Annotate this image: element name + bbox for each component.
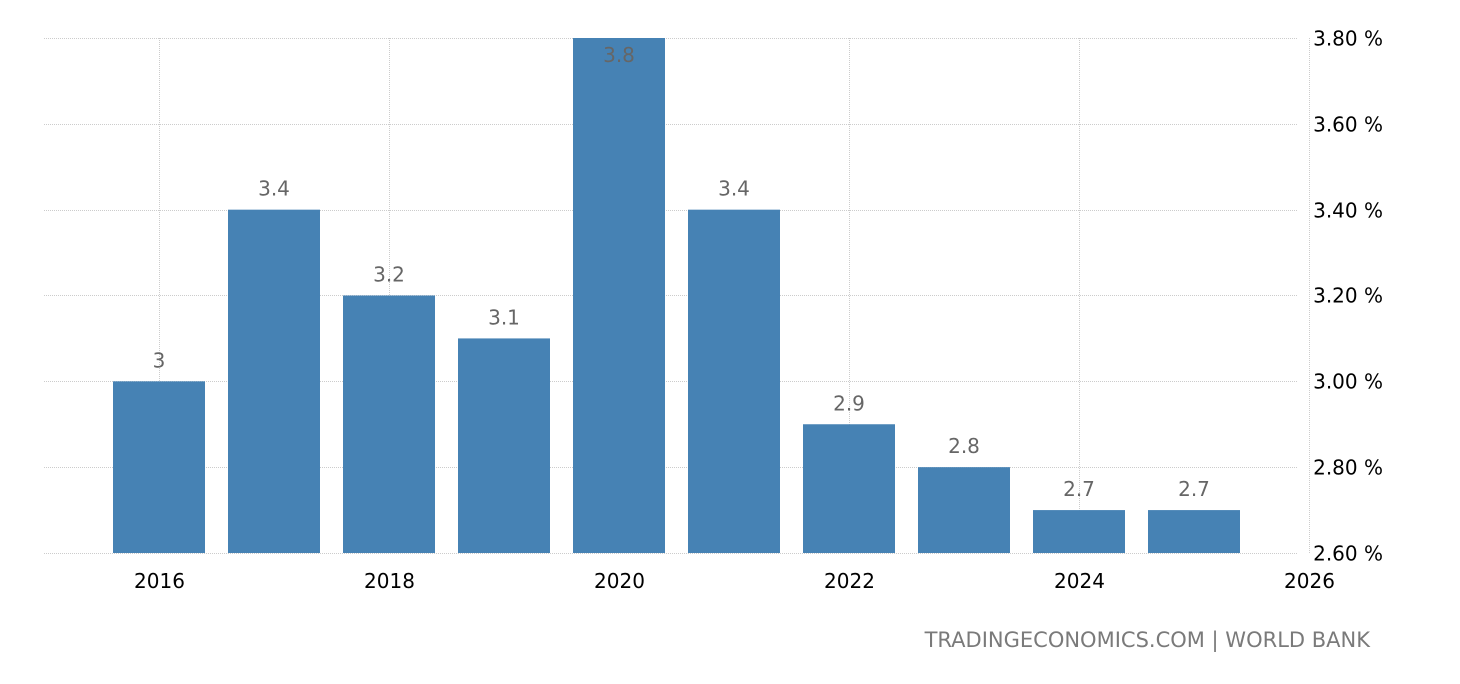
- x-tick-label: 2022: [824, 569, 875, 593]
- data-label-2021: 3.4: [718, 177, 750, 201]
- bar-2016[interactable]: [113, 381, 205, 553]
- x-axis: 2016 2018 2020 2022 2024 2026: [134, 569, 1335, 593]
- bar-2022[interactable]: [803, 424, 895, 553]
- data-label-2020: 3.8: [603, 43, 635, 67]
- x-tick-label: 2024: [1054, 569, 1105, 593]
- data-label-2019: 3.1: [488, 305, 520, 329]
- y-axis: 2.60 % 2.80 % 3.00 % 3.20 % 3.40 % 3.60 % 3.80…: [1313, 27, 1383, 566]
- x-tick-label: 2016: [134, 569, 185, 593]
- bar-2021[interactable]: [688, 209, 780, 553]
- y-tick-label: 2.60 %: [1313, 542, 1383, 566]
- data-label-2016: 3: [153, 348, 166, 372]
- data-label-2017: 3.4: [258, 177, 290, 201]
- data-label-2024: 2.7: [1063, 477, 1095, 501]
- x-tick-label: 2026: [1284, 569, 1335, 593]
- data-labels: 3 3.4 3.2 3.1 3.8 3.4 2.9 2.8 2.7 2.7: [153, 43, 1210, 501]
- y-tick-label: 3.80 %: [1313, 27, 1383, 51]
- x-tick-label: 2020: [594, 569, 645, 593]
- data-label-2022: 2.9: [833, 391, 865, 415]
- bar-2020[interactable]: [573, 38, 665, 553]
- bar-2017[interactable]: [228, 209, 320, 553]
- data-label-2018: 3.2: [373, 263, 405, 287]
- bar-2023[interactable]: [918, 467, 1010, 553]
- y-tick-label: 3.40 %: [1313, 199, 1383, 223]
- y-tick-label: 3.00 %: [1313, 370, 1383, 394]
- source-credit[interactable]: TRADINGECONOMICS.COM | WORLD BANK: [924, 628, 1370, 652]
- y-tick-label: 3.20 %: [1313, 284, 1383, 308]
- bar-2024[interactable]: [1033, 510, 1125, 553]
- bar-2018[interactable]: [343, 295, 435, 554]
- data-label-2023: 2.8: [948, 434, 980, 458]
- data-label-2025: 2.7: [1178, 477, 1210, 501]
- y-tick-label: 2.80 %: [1313, 456, 1383, 480]
- bar-2025[interactable]: [1148, 510, 1240, 553]
- bars: [113, 38, 1240, 553]
- x-tick-label: 2018: [364, 569, 415, 593]
- y-tick-label: 3.60 %: [1313, 113, 1383, 137]
- bar-2019[interactable]: [458, 338, 550, 553]
